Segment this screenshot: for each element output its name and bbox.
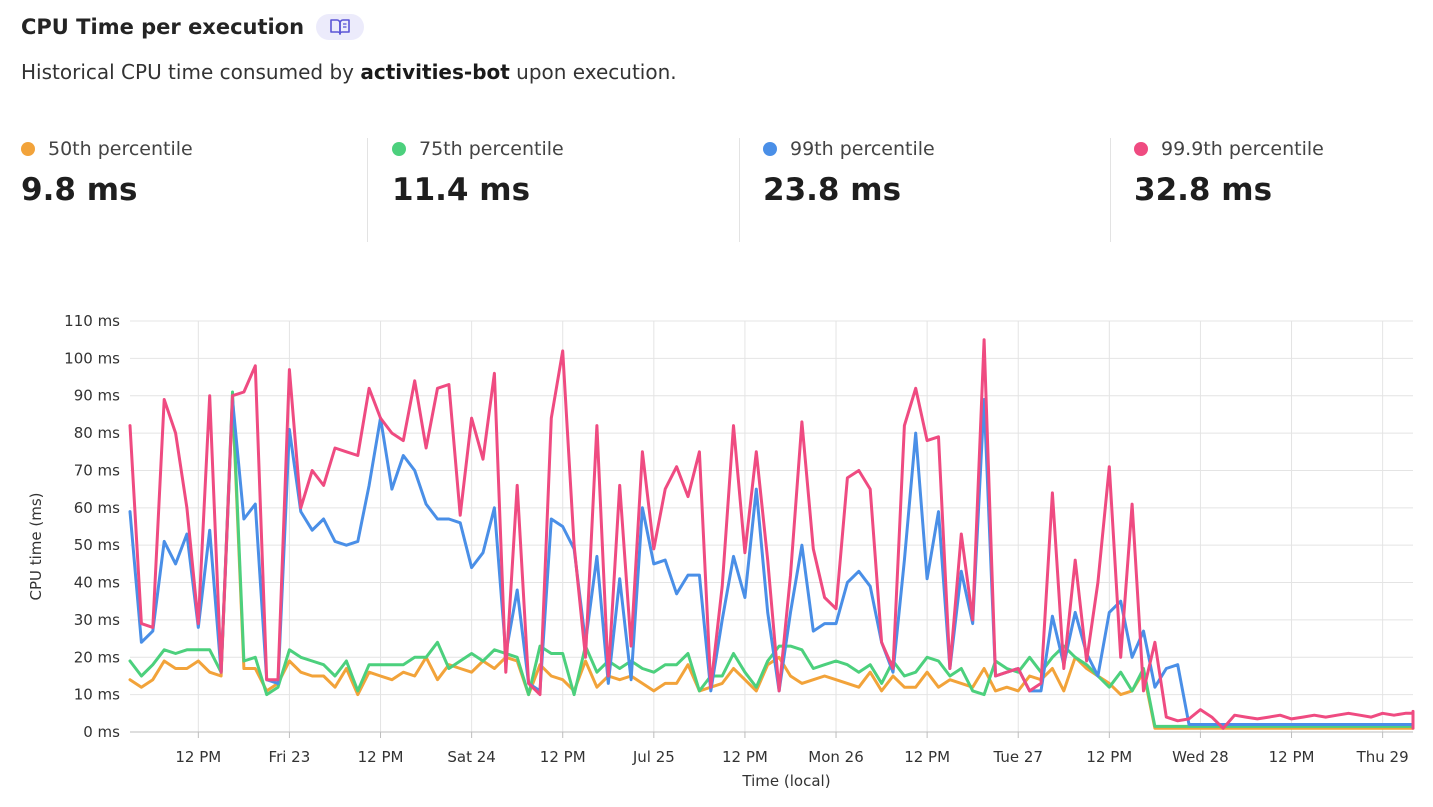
book-open-icon[interactable] xyxy=(316,14,365,40)
percentile-stats: 50th percentile 9.8 ms 75th percentile 1… xyxy=(0,138,1433,242)
x-tick-label: Thu 29 xyxy=(1356,748,1409,766)
y-tick-label: 10 ms xyxy=(74,686,120,704)
x-tick-label: 12 PM xyxy=(722,748,768,766)
x-tick-label: Jul 25 xyxy=(632,748,675,766)
series-line-50th-percentile[interactable] xyxy=(128,398,1415,730)
subtitle-prefix: Historical CPU time consumed by xyxy=(21,60,361,84)
x-tick-label: 12 PM xyxy=(904,748,950,766)
stat-p999: 99.9th percentile 32.8 ms xyxy=(1134,138,1324,242)
series-line-99-9th-percentile[interactable] xyxy=(128,338,1415,730)
x-tick-label: 12 PM xyxy=(1269,748,1315,766)
stat-value: 23.8 ms xyxy=(763,172,902,208)
y-tick-label: 80 ms xyxy=(74,424,120,442)
x-tick-label: Wed 28 xyxy=(1172,748,1229,766)
y-tick-label: 0 ms xyxy=(83,723,120,741)
x-tick-label: 12 PM xyxy=(540,748,586,766)
series-line-99th-percentile[interactable] xyxy=(128,398,1415,726)
stat-p75: 75th percentile 11.4 ms xyxy=(392,138,564,242)
chart-grid xyxy=(130,320,1413,733)
page-title: CPU Time per execution xyxy=(21,15,305,39)
y-tick-label: 60 ms xyxy=(74,499,120,517)
x-tick-label: 12 PM xyxy=(175,748,221,766)
y-tick-label: 20 ms xyxy=(74,648,120,666)
stat-divider xyxy=(739,138,740,242)
stat-value: 32.8 ms xyxy=(1134,172,1273,208)
subtitle-suffix: upon execution. xyxy=(509,60,677,84)
y-tick-label: 100 ms xyxy=(64,349,120,367)
x-tick-label: Tue 27 xyxy=(992,748,1042,766)
title-row: CPU Time per execution xyxy=(21,14,365,40)
chart-series[interactable] xyxy=(128,338,1415,730)
x-tick-label: Fri 23 xyxy=(269,748,311,766)
stat-divider xyxy=(367,138,368,242)
page-subtitle: Historical CPU time consumed by activiti… xyxy=(21,60,677,84)
x-tick-label: Sat 24 xyxy=(447,748,495,766)
stat-label: 75th percentile xyxy=(419,138,564,160)
x-tick-label: 12 PM xyxy=(358,748,404,766)
stat-value: 11.4 ms xyxy=(392,172,531,208)
stat-divider xyxy=(1110,138,1111,242)
p50-dot-icon xyxy=(21,142,35,156)
p99-dot-icon xyxy=(763,142,777,156)
cpu-time-line-chart[interactable]: 0 ms 10 ms 20 ms 30 ms 40 ms 50 ms 60 ms 70 ms 8… xyxy=(0,300,1433,800)
y-tick-label: 30 ms xyxy=(74,611,120,629)
x-tick-label: 12 PM xyxy=(1086,748,1132,766)
p999-dot-icon xyxy=(1134,142,1148,156)
stat-value: 9.8 ms xyxy=(21,172,138,208)
y-axis-title: CPU time (ms) xyxy=(27,492,45,600)
bot-name: activities-bot xyxy=(360,60,510,84)
y-tick-label: 40 ms xyxy=(74,574,120,592)
stat-p50: 50th percentile 9.8 ms xyxy=(21,138,193,242)
chart-axes: 0 ms 10 ms 20 ms 30 ms 40 ms 50 ms 60 ms 70 ms 8… xyxy=(27,312,1413,790)
p75-dot-icon xyxy=(392,142,406,156)
x-tick-label: Mon 26 xyxy=(808,748,863,766)
stat-label: 99th percentile xyxy=(790,138,935,160)
y-tick-label: 110 ms xyxy=(64,312,120,330)
x-axis-title: Time (local) xyxy=(741,772,830,790)
stat-label: 50th percentile xyxy=(48,138,193,160)
stat-label: 99.9th percentile xyxy=(1161,138,1324,160)
y-tick-label: 90 ms xyxy=(74,387,120,405)
y-tick-label: 70 ms xyxy=(74,461,120,479)
stat-p99: 99th percentile 23.8 ms xyxy=(763,138,935,242)
y-tick-label: 50 ms xyxy=(74,536,120,554)
